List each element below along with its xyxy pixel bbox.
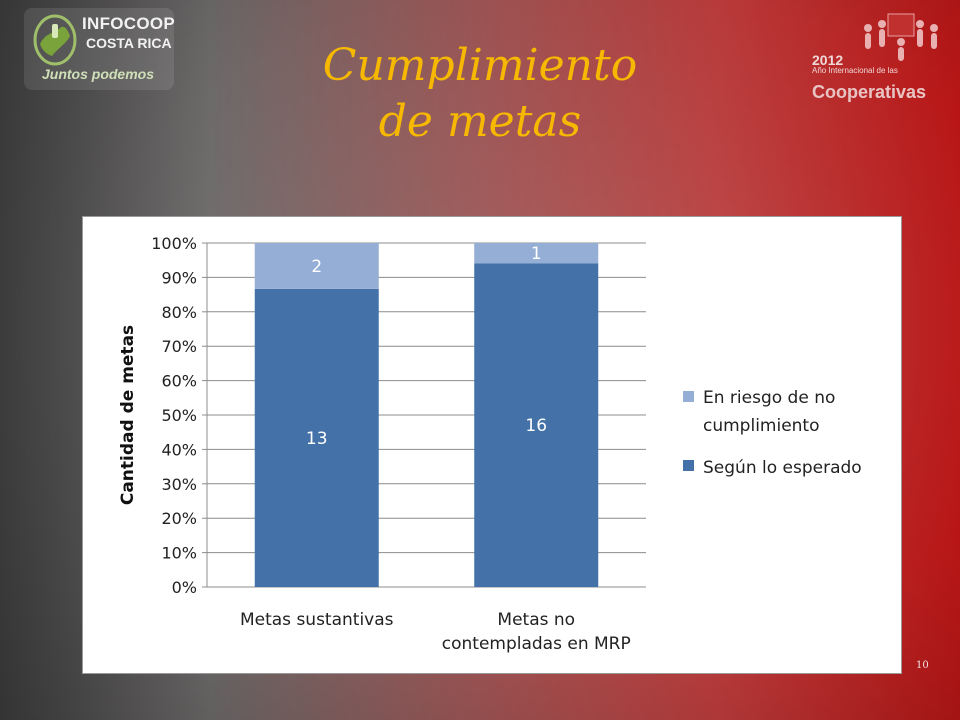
- costa-rica-emblem-icon: [33, 14, 77, 66]
- bar-segment-segun-lo-esperado: [474, 263, 599, 587]
- logo-subtitle: Año Internacional de las: [812, 66, 898, 75]
- slide-title-line1: Cumplimiento: [322, 40, 638, 91]
- people-figures-icon: [864, 13, 938, 61]
- slide-title-line2: de metas: [378, 96, 582, 147]
- data-label: 1: [531, 244, 542, 264]
- legend-swatch-en-riesgo: [683, 391, 694, 402]
- data-label: 16: [525, 416, 547, 436]
- legend-label-en-riesgo: cumplimiento: [703, 416, 820, 436]
- logo-year: 2012: [812, 52, 844, 68]
- legend-label-segun-lo-esperado: Según lo esperado: [703, 458, 862, 478]
- chart-panel: 0% 10% 20% 30% 40% 50% 60% 70% 80% 90% 100% Cantida…: [82, 216, 902, 674]
- logo-brand-line1: INFOCOOP: [82, 14, 176, 33]
- y-tick-label: 40%: [161, 440, 197, 459]
- y-tick-label: 50%: [161, 406, 197, 425]
- y-tick-label: 20%: [161, 509, 197, 528]
- data-label: 2: [311, 257, 322, 277]
- y-tick-label: 90%: [161, 268, 197, 287]
- bar-segment-en-riesgo: [254, 243, 379, 289]
- y-tick-label: 60%: [161, 372, 197, 391]
- y-tick-label: 10%: [161, 544, 197, 563]
- cooperatives-year-logo: 2012 Año Internacional de las Cooperativ…: [806, 8, 950, 102]
- x-category-label: Metas sustantivas: [240, 610, 394, 630]
- stacked-bar-chart: 0% 10% 20% 30% 40% 50% 60% 70% 80% 90% 100% Cantida…: [118, 234, 862, 654]
- y-axis-title: Cantidad de metas: [118, 325, 138, 505]
- data-label: 13: [306, 429, 328, 449]
- page-number: 10: [916, 660, 929, 671]
- y-tick-label: 70%: [161, 337, 197, 356]
- x-category-label: Metas no: [497, 610, 575, 630]
- logo-tagline: Juntos podemos: [42, 66, 155, 82]
- y-tick-label: 80%: [161, 303, 197, 322]
- bar-segment-segun-lo-esperado: [254, 288, 379, 587]
- y-tick-label: 0%: [172, 578, 197, 597]
- slide-title: Cumplimiento de metas: [270, 38, 690, 150]
- legend-swatch-segun-lo-esperado: [683, 460, 694, 471]
- y-tick-label: 100%: [151, 234, 197, 253]
- logo-brand-line2: COSTA RICA: [86, 35, 172, 51]
- x-category-label: contempladas en MRP: [442, 634, 631, 654]
- y-tick-label: 30%: [161, 475, 197, 494]
- logo-word: Cooperativas: [812, 82, 927, 102]
- bar-segment-en-riesgo: [474, 243, 599, 264]
- infocoop-logo: INFOCOOP COSTA RICA Juntos podemos: [24, 8, 176, 98]
- legend-label-en-riesgo: En riesgo de no: [703, 388, 835, 408]
